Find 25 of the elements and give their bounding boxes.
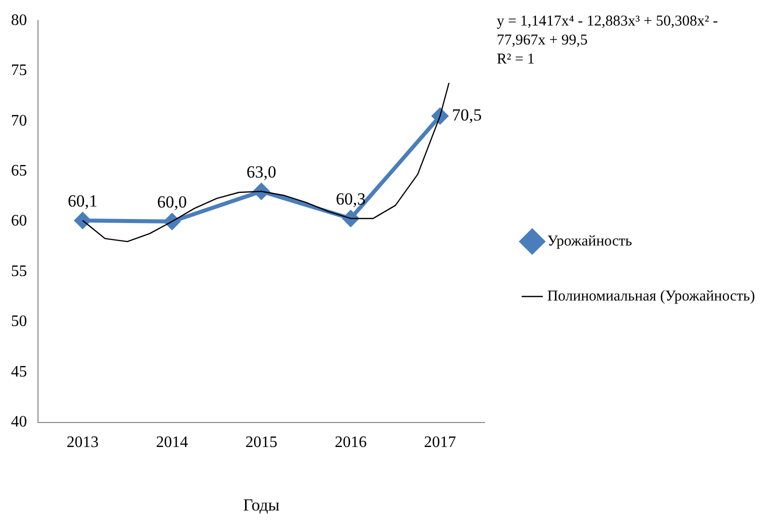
y-tick-label: 75 [11, 62, 27, 80]
y-tick-label: 55 [11, 262, 27, 280]
y-tick-label: 40 [11, 414, 27, 431]
x-tick-label: 2013 [66, 434, 99, 452]
x-axis-title: Годы [243, 495, 280, 514]
data-label: 63,0 [246, 162, 276, 182]
y-tick-label: 45 [11, 363, 27, 380]
y-tick-label: 60 [11, 212, 27, 230]
x-tick-label: 2015 [245, 434, 278, 452]
x-tick-label: 2017 [424, 434, 456, 452]
data-label: 60,1 [68, 191, 98, 210]
data-label: 60,0 [157, 192, 187, 212]
legend-label: Полиномиальная (Урожайность) [547, 288, 756, 304]
y-tick-label: 50 [11, 313, 27, 330]
y-tick-label: 80 [11, 12, 27, 29]
y-tick-label: 65 [11, 162, 27, 180]
legend-label: Урожайность [547, 233, 632, 250]
data-label: 70,5 [452, 105, 482, 124]
x-tick-label: 2014 [156, 434, 188, 452]
x-tick-label: 2016 [334, 434, 367, 452]
point [74, 212, 91, 228]
y-tick-label: 70 [11, 112, 27, 130]
data-label: 60,3 [336, 189, 366, 208]
text: y = 1,1417x⁴ - 12,883x³ + 50,308x² - 77,967x + 99,5 [496, 13, 718, 48]
text: R² = 1 [496, 51, 535, 68]
